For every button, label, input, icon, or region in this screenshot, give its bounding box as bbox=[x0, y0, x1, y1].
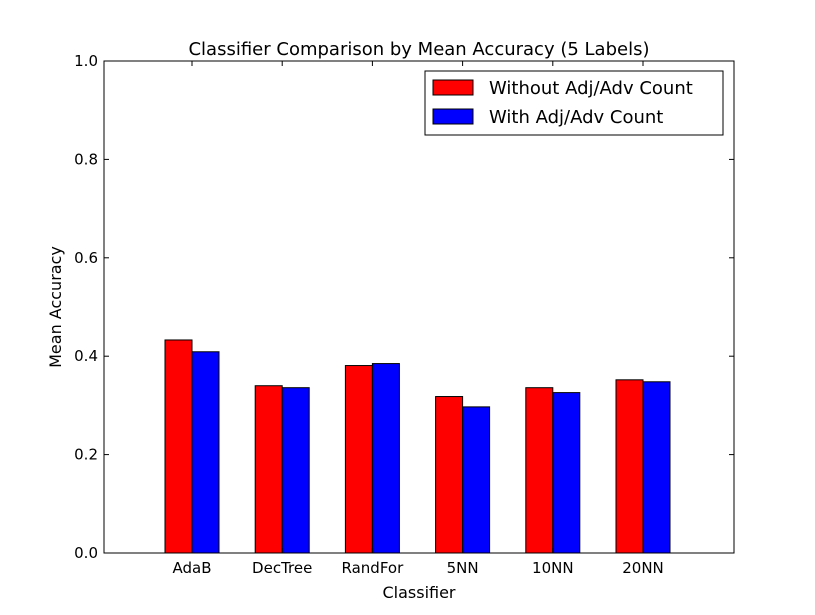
bar-with-20nn bbox=[642, 381, 671, 554]
legend-label-without: Without Adj/Adv Count bbox=[489, 78, 693, 99]
y-tick-label: 0.6 bbox=[74, 249, 98, 267]
x-tick-label-adab: AdaB bbox=[172, 559, 211, 577]
y-tick-label: 0.2 bbox=[74, 446, 98, 464]
chart-title: Classifier Comparison by Mean Accuracy (… bbox=[188, 39, 649, 60]
legend-swatch-without bbox=[432, 79, 474, 96]
bar-without-randfor bbox=[344, 365, 373, 554]
bar-without-5nn bbox=[435, 396, 464, 554]
bars-layer bbox=[164, 339, 671, 554]
bar-with-randfor bbox=[371, 363, 400, 554]
x-tick-label-10nn: 10NN bbox=[532, 559, 574, 577]
bar-without-adab bbox=[164, 339, 193, 554]
x-tick-label-dectree: DecTree bbox=[252, 559, 312, 577]
legend-frame bbox=[424, 70, 724, 136]
bar-without-20nn bbox=[615, 379, 644, 554]
legend-label-with: With Adj/Adv Count bbox=[489, 107, 663, 128]
x-tick-label-randfor: RandFor bbox=[342, 559, 405, 577]
bar-with-10nn bbox=[552, 392, 581, 554]
y-axis: 0.0 0.2 0.4 0.6 0.8 1.0 bbox=[74, 52, 734, 562]
y-tick-label: 1.0 bbox=[74, 52, 98, 70]
bar-with-dectree bbox=[281, 387, 310, 554]
x-axis: AdaB DecTree RandFor 5NN 10NN 20NN bbox=[172, 61, 664, 577]
y-axis-label: Mean Accuracy bbox=[46, 246, 65, 368]
bar-with-5nn bbox=[462, 406, 491, 554]
x-axis-label: Classifier bbox=[382, 583, 455, 602]
bar-with-adab bbox=[191, 351, 220, 554]
y-tick-label: 0.0 bbox=[74, 544, 98, 562]
legend: Without Adj/Adv Count With Adj/Adv Count bbox=[424, 70, 724, 136]
bar-without-10nn bbox=[525, 387, 554, 554]
x-tick-label-20nn: 20NN bbox=[622, 559, 664, 577]
x-tick-label-5nn: 5NN bbox=[447, 559, 479, 577]
legend-swatch-with bbox=[432, 108, 474, 125]
plot-frame bbox=[103, 60, 735, 554]
y-tick-label: 0.4 bbox=[74, 347, 98, 365]
bar-without-dectree bbox=[254, 385, 283, 554]
y-tick-label: 0.8 bbox=[74, 150, 98, 168]
